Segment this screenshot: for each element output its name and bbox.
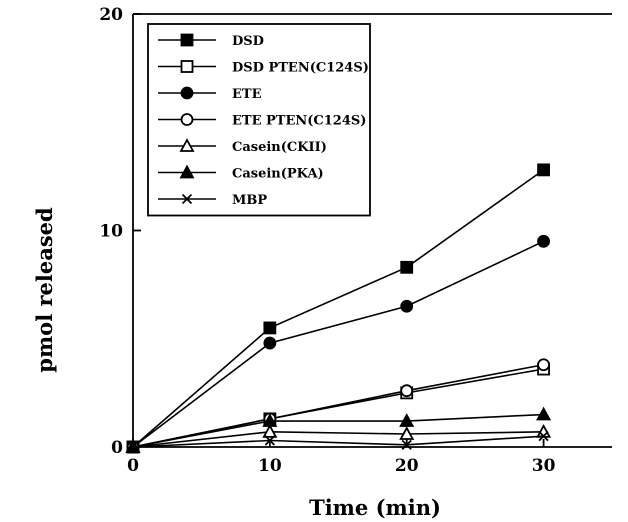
legend-marker	[181, 193, 193, 205]
x-tick-label: 10	[258, 456, 282, 476]
legend-entry-ete: ETE	[158, 86, 262, 102]
legend-entry-casein-pka: Casein(PKA)	[158, 164, 324, 182]
data-point-ete	[400, 299, 414, 313]
data-point-casein-ckii	[262, 423, 278, 438]
legend-label: Casein(CKII)	[232, 140, 327, 155]
legend-marker	[180, 113, 194, 126]
series-line-casein-ckii	[132, 431, 544, 448]
series-line-dsd	[132, 169, 545, 448]
y-tick-label: 10	[99, 222, 123, 242]
data-point-dsd	[537, 163, 550, 177]
legend-label: ETE	[232, 87, 262, 102]
x-tick-label: 0	[127, 456, 139, 476]
legend-marker	[179, 138, 195, 152]
data-point-dsd	[263, 321, 277, 335]
x-tick-label: 30	[532, 456, 556, 476]
legend-label: DSD	[232, 34, 264, 49]
data-point-ete-pten-c124s	[400, 384, 414, 398]
legend-marker	[180, 86, 194, 100]
y-tick-label: 20	[99, 5, 123, 25]
series-line-ete-pten-c124s	[132, 363, 544, 448]
series-casein-ckii	[125, 423, 552, 453]
legend-label: ETE PTEN(C124S)	[232, 114, 366, 129]
data-point-ete	[263, 336, 277, 350]
series-casein-pka	[125, 406, 552, 453]
series-ete	[126, 234, 550, 454]
y-axis-title: pmol released	[32, 207, 57, 373]
legend-entry-dsd: DSD	[158, 33, 264, 49]
data-point-ete-pten-c124s	[537, 358, 550, 372]
legend-marker	[180, 33, 194, 47]
data-point-dsd	[400, 260, 414, 274]
legend-label: Casein(PKA)	[232, 167, 324, 182]
data-point-casein-pka	[399, 413, 415, 427]
legend-entry-ete-pten-c124s: ETE PTEN(C124S)	[158, 113, 366, 129]
legend-marker	[180, 60, 194, 73]
series-line-ete	[132, 240, 544, 448]
x-tick-label: 20	[395, 456, 419, 476]
plot-area	[125, 163, 552, 454]
y-tick-label: 0	[111, 438, 123, 458]
legend-marker	[179, 164, 195, 179]
legend-label: DSD PTEN(C124S)	[232, 61, 369, 76]
series-line-casein-pka	[132, 413, 544, 448]
x-axis-title: Time (min)	[309, 495, 441, 520]
legend-entry-dsd-pten-c124s: DSD PTEN(C124S)	[158, 60, 369, 76]
legend-entry-mbp: MBP	[158, 193, 267, 208]
data-point-mbp	[538, 431, 549, 442]
legend: DSD DSD PTEN(C124S) ETE ETE PTEN(C124S) Case…	[147, 23, 371, 217]
legend-label: MBP	[232, 193, 267, 208]
data-point-casein-pka	[536, 406, 552, 421]
series-line-mbp	[132, 435, 544, 448]
data-point-ete	[537, 234, 550, 248]
axes: 0 10 20 30 0 10 20	[99, 5, 612, 476]
legend-entry-casein-ckii: Casein(CKII)	[158, 138, 327, 155]
data-point-casein-pka	[262, 413, 278, 427]
